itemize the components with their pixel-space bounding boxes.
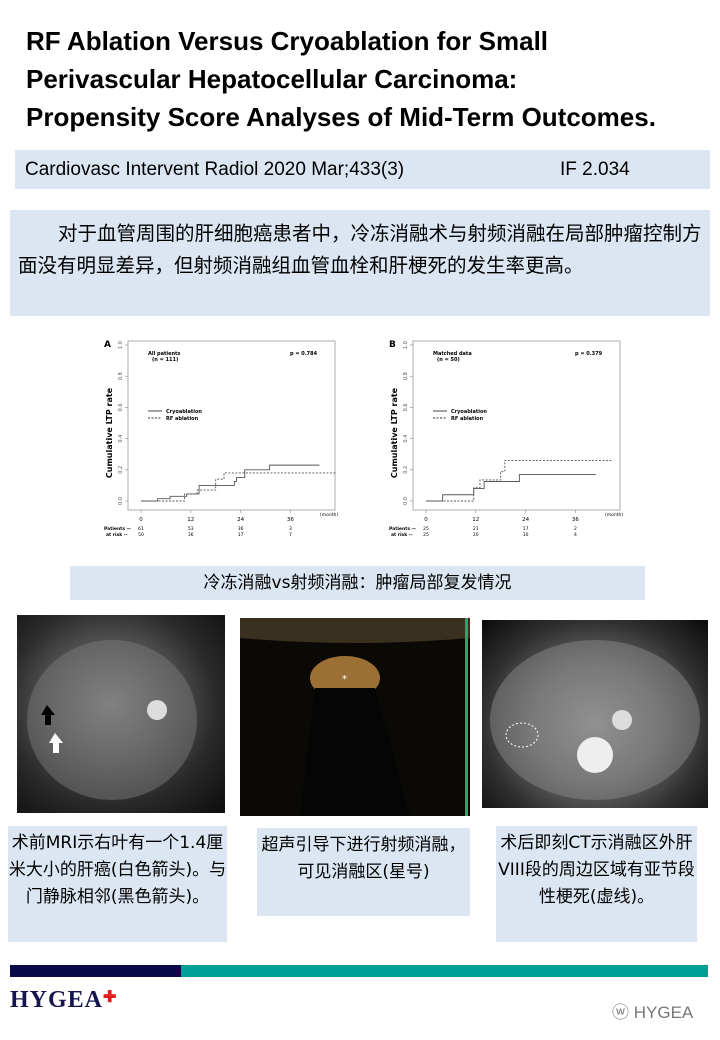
km-chart-b: B Cumulative LTP rate 0.0 0.2 0.4 0.6 0.8 1.0 0 1… (385, 333, 630, 538)
x-tick-label: 24 (237, 517, 244, 523)
risk-label: Patients — (104, 526, 132, 532)
y-tick-label: 0.2 (118, 466, 124, 474)
caption-mri: 术前MRI示右叶有一个1.4厘米大小的肝癌(白色箭头)。与门静脉相邻(黑色箭头)… (8, 826, 227, 942)
ct-image (482, 620, 708, 808)
risk-value-rf: 20 (473, 532, 479, 538)
x-tick-label: 12 (187, 517, 194, 523)
n-label: (n = 111) (152, 357, 178, 363)
title-line: Propensity Score Analyses of Mid-Term Ou… (26, 102, 656, 132)
footer-bar-teal (181, 965, 708, 977)
x-tick-label: 24 (522, 517, 529, 523)
y-axis-label: Cumulative LTP rate (105, 387, 114, 478)
y-tick-label: 0.0 (403, 497, 409, 505)
group-label: Matched data (433, 351, 472, 357)
y-tick-label: 0.6 (403, 403, 409, 411)
x-axis-label: (month) (605, 512, 623, 518)
y-tick-label: 0.6 (118, 403, 124, 411)
risk-value-cryo: 36 (238, 526, 244, 532)
x-tick-label: 36 (572, 517, 579, 523)
citation-bar: Cardiovasc Intervent Radiol 2020 Mar;433… (15, 150, 710, 189)
legend-label: RF ablation (451, 416, 484, 422)
y-tick-label: 0.4 (118, 435, 124, 443)
impact-factor: IF 2.034 (560, 159, 630, 180)
figure-caption: 冷冻消融vs射频消融：肿瘤局部复发情况 (70, 566, 645, 600)
dashed-outline (505, 722, 539, 748)
x-tick-label: 36 (287, 517, 294, 523)
y-axis-label: Cumulative LTP rate (390, 387, 399, 478)
ultrasound-image: * (240, 618, 470, 816)
risk-value-rf: 36 (188, 532, 194, 538)
risk-value-rf: 17 (238, 532, 244, 538)
plot-frame (127, 340, 336, 511)
series-line-cryoablation (141, 464, 320, 502)
article-title: RF Ablation Versus Cryoablation for Smal… (26, 22, 716, 136)
x-tick-label: 0 (424, 517, 428, 523)
risk-value-rf: 25 (423, 532, 429, 538)
risk-value-cryo: 17 (523, 526, 529, 532)
x-tick-label: 0 (139, 517, 143, 523)
p-value: p = 0.784 (290, 351, 318, 357)
risk-value-cryo: 21 (473, 526, 479, 532)
n-label: (n = 50) (437, 357, 460, 363)
title-line: RF Ablation Versus Cryoablation for Smal… (26, 26, 549, 56)
caption-ultrasound: 超声引导下进行射频消融，可见消融区(星号) (257, 828, 470, 916)
summary-box: 对于血管周围的肝细胞癌患者中，冷冻消融术与射频消融在局部肿瘤控制方面没有明显差异… (10, 210, 710, 316)
x-tick-label: 12 (472, 517, 479, 523)
risk-value-cryo: 61 (138, 526, 144, 532)
risk-value-cryo: 3 (289, 526, 292, 532)
x-axis-label: (month) (320, 512, 338, 518)
legend-label: Cryoablation (451, 409, 487, 415)
footer-bar-navy (10, 965, 181, 977)
series-line-cryoablation (426, 474, 597, 502)
risk-value-rf: 7 (289, 532, 292, 538)
mri-image (17, 615, 225, 813)
hygea-logo: HYGEA✚ (10, 987, 118, 1013)
risk-label: at risk -- (391, 532, 413, 538)
y-tick-label: 0.4 (403, 435, 409, 443)
watermark: ⓦ HYGEA (612, 1003, 694, 1022)
wechat-icon: ⓦ (612, 1003, 634, 1022)
caption-ct: 术后即刻CT示消融区外肝VIII段的周边区域有亚节段性梗死(虚线)。 (496, 826, 697, 942)
risk-value-cryo: 53 (188, 526, 194, 532)
y-tick-label: 0.0 (118, 497, 124, 505)
risk-value-rf: 4 (574, 532, 577, 538)
risk-label: Patients — (389, 526, 417, 532)
series-line-rf-ablation (141, 472, 337, 502)
risk-label: at risk -- (106, 532, 128, 538)
risk-value-cryo: 25 (423, 526, 429, 532)
p-value: p = 0.379 (575, 351, 603, 357)
y-tick-label: 0.8 (403, 372, 409, 380)
y-tick-label: 0.8 (118, 372, 124, 380)
legend-label: RF ablation (166, 416, 199, 422)
y-tick-label: 1.0 (118, 341, 124, 349)
group-label: All patients (148, 351, 180, 357)
white-arrow-icon (49, 733, 63, 753)
risk-value-rf: 10 (523, 532, 529, 538)
panel-label: B (389, 340, 396, 350)
panel-label: A (104, 340, 111, 350)
plot-frame (412, 340, 621, 511)
series-line-rf-ablation (426, 459, 613, 502)
risk-value-rf: 50 (138, 532, 144, 538)
risk-value-cryo: 2 (574, 526, 577, 532)
journal-citation: Cardiovasc Intervent Radiol 2020 Mar;433… (25, 159, 405, 180)
title-line: Perivascular Hepatocellular Carcinoma: (26, 64, 518, 94)
y-tick-label: 1.0 (403, 341, 409, 349)
legend-label: Cryoablation (166, 409, 202, 415)
km-chart-a: A Cumulative LTP rate 0.0 0.2 0.4 0.6 0.8 1.0 0 1… (100, 333, 345, 538)
star-marker: * (342, 674, 347, 685)
y-tick-label: 0.2 (403, 466, 409, 474)
black-arrow-icon (41, 705, 55, 725)
